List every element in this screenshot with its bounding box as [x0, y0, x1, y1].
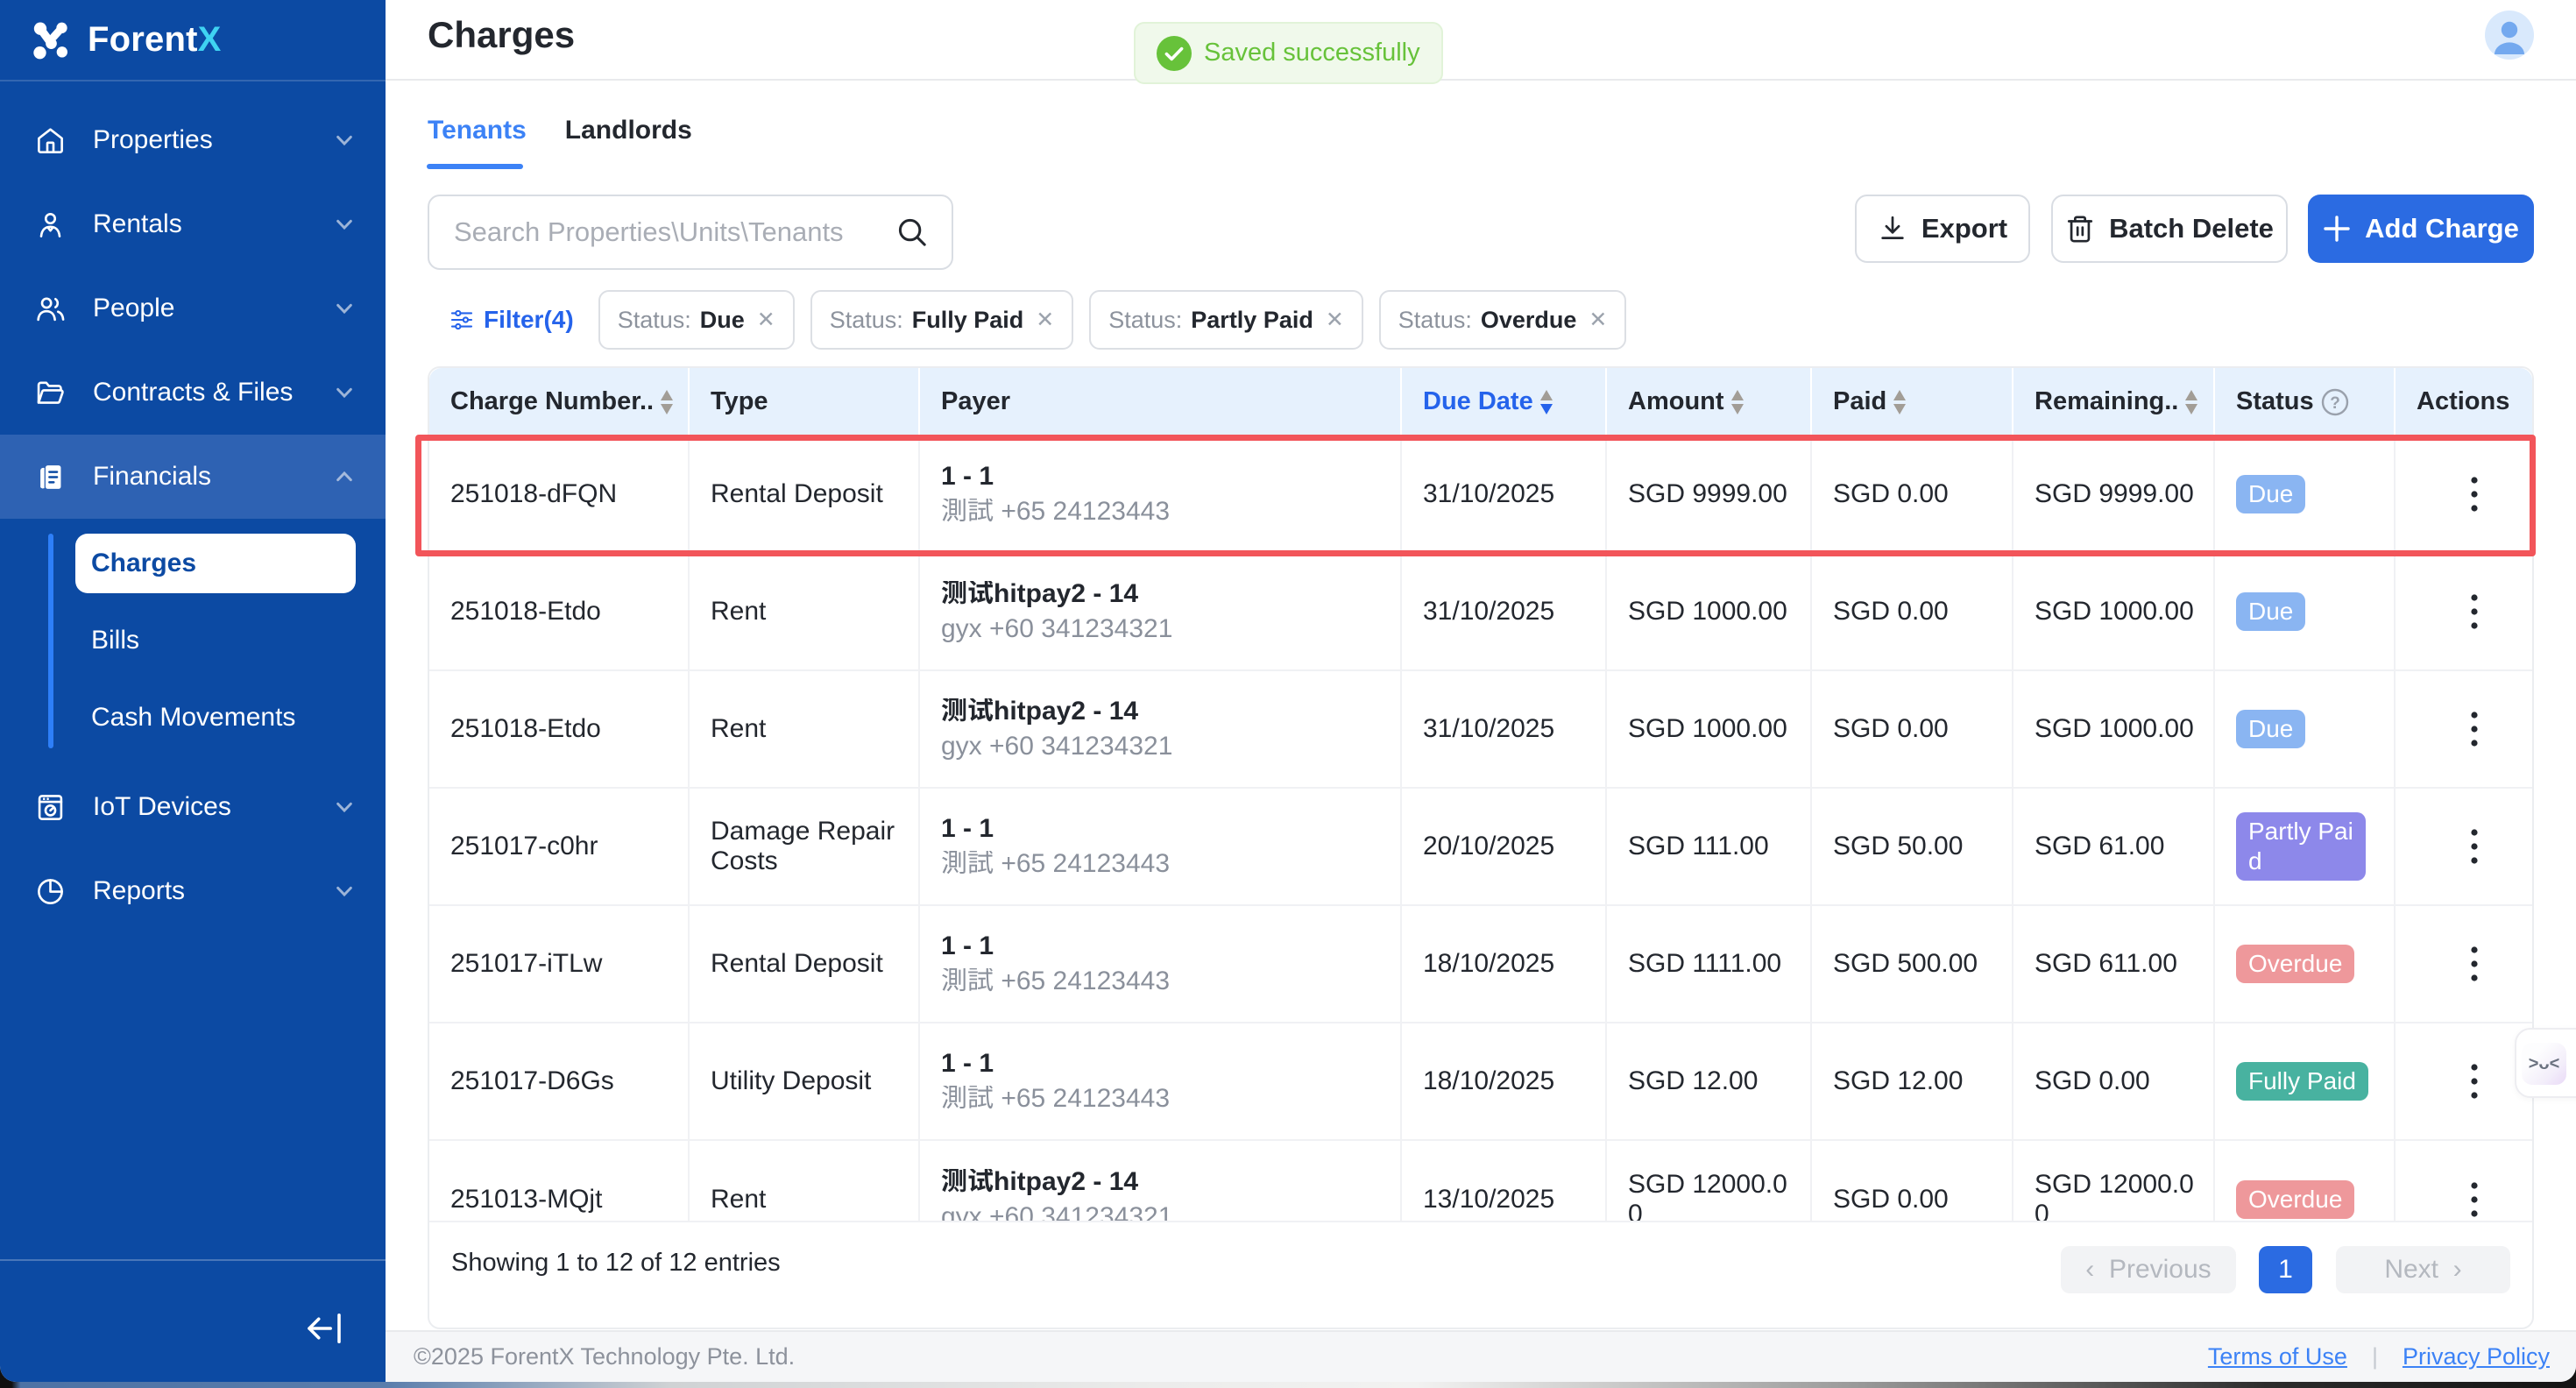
svg-text:?: ?	[2330, 393, 2340, 412]
